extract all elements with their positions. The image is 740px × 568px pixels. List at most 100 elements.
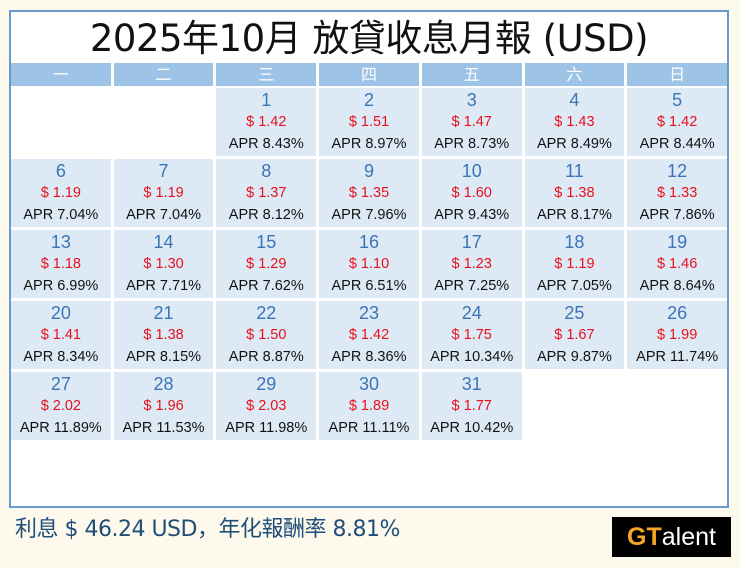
interest-amount: $ 1.67 [554, 327, 595, 343]
interest-amount: $ 1.43 [554, 114, 595, 130]
interest-amount: $ 1.38 [554, 185, 595, 201]
day-cell: 8 $ 1.37 APR 8.12% [216, 159, 317, 227]
day-cell: 12 $ 1.33 APR 7.86% [627, 159, 727, 227]
day-cell: 4 $ 1.43 APR 8.49% [524, 88, 625, 156]
interest-amount: $ 1.33 [656, 185, 698, 201]
day-number: 29 [256, 374, 277, 394]
monthly-summary: 利息 $ 46.24 USD，年化報酬率 8.81% [15, 517, 400, 542]
day-number: 28 [153, 374, 174, 394]
day-number: 6 [55, 161, 66, 181]
interest-amount: $ 1.42 [348, 327, 390, 343]
interest-amount: $ 1.29 [246, 256, 287, 272]
day-number: 10 [461, 161, 482, 181]
day-number: 24 [461, 303, 482, 323]
day-cell: 28 $ 1.96 APR 11.53% [113, 372, 214, 440]
page-title: 2025年10月 放貸收息月報 (USD) [89, 17, 649, 60]
interest-amount: $ 1.77 [451, 398, 492, 414]
day-cell: 2 $ 1.51 APR 8.97% [319, 88, 419, 156]
day-number: 2 [363, 90, 374, 110]
apr-value: APR 6.99% [23, 278, 99, 294]
day-cell: 25 $ 1.67 APR 9.87% [524, 301, 625, 369]
apr-value: APR 8.73% [434, 136, 510, 152]
apr-value: APR 8.15% [126, 349, 202, 365]
day-cell: 24 $ 1.75 APR 10.34% [421, 301, 522, 369]
day-number: 12 [667, 161, 688, 181]
logo-text-rest: alent [661, 522, 716, 551]
day-cell: 13 $ 1.18 APR 6.99% [11, 230, 111, 298]
apr-value: APR 11.11% [328, 420, 410, 436]
apr-value: APR 8.36% [331, 349, 407, 365]
day-number: 17 [461, 232, 482, 252]
day-cell: 15 $ 1.29 APR 7.62% [216, 230, 317, 298]
weekday-sun: 日 [627, 63, 727, 86]
apr-value: APR 11.53% [122, 420, 205, 436]
day-number: 21 [153, 303, 174, 323]
interest-amount: $ 1.18 [40, 256, 82, 272]
apr-value: APR 10.42% [430, 420, 514, 436]
apr-value: APR 8.12% [228, 207, 304, 223]
day-cell: 9 $ 1.35 APR 7.96% [319, 159, 419, 227]
logo-letter-t: T [646, 522, 662, 551]
empty-cell [11, 88, 111, 156]
day-number: 27 [50, 374, 71, 394]
day-number: 8 [261, 161, 272, 181]
day-cell: 19 $ 1.46 APR 8.64% [627, 230, 727, 298]
day-cell: 22 $ 1.50 APR 8.87% [216, 301, 317, 369]
day-number: 11 [565, 161, 584, 181]
apr-value: APR 8.87% [228, 349, 304, 365]
day-cell: 5 $ 1.42 APR 8.44% [627, 88, 727, 156]
day-number: 9 [363, 161, 374, 181]
weekday-header-row: 一 二 三 四 五 六 日 [11, 63, 727, 86]
apr-value: APR 9.87% [536, 349, 612, 365]
interest-amount: $ 2.02 [40, 398, 82, 414]
day-number: 5 [672, 90, 683, 110]
day-cell: 14 $ 1.30 APR 7.71% [113, 230, 214, 298]
day-number: 13 [50, 232, 71, 252]
apr-value: APR 8.49% [536, 136, 612, 152]
interest-amount: $ 1.19 [143, 185, 184, 201]
day-cell: 16 $ 1.10 APR 6.51% [319, 230, 419, 298]
day-cell: 29 $ 2.03 APR 11.98% [216, 372, 317, 440]
day-number: 4 [569, 90, 580, 110]
day-cell: 10 $ 1.60 APR 9.43% [421, 159, 522, 227]
interest-amount: $ 1.35 [348, 185, 390, 201]
apr-value: APR 7.05% [536, 278, 612, 294]
interest-amount: $ 1.42 [656, 114, 698, 130]
day-cell: 7 $ 1.19 APR 7.04% [113, 159, 214, 227]
day-cell: 31 $ 1.77 APR 10.42% [421, 372, 522, 440]
apr-value: APR 7.96% [331, 207, 407, 223]
day-number: 26 [667, 303, 688, 323]
interest-amount: $ 1.10 [348, 256, 390, 272]
day-number: 3 [466, 90, 477, 110]
day-number: 25 [564, 303, 585, 323]
day-number: 19 [667, 232, 688, 252]
day-cell: 27 $ 2.02 APR 11.89% [11, 372, 111, 440]
day-number: 20 [50, 303, 71, 323]
interest-amount: $ 1.42 [246, 114, 287, 130]
weekday-tue: 二 [113, 63, 214, 86]
apr-value: APR 7.04% [126, 207, 202, 223]
day-number: 1 [261, 90, 272, 110]
apr-value: APR 7.25% [434, 278, 510, 294]
apr-value: APR 7.04% [23, 207, 99, 223]
interest-amount: $ 1.37 [246, 185, 287, 201]
interest-amount: $ 1.19 [554, 256, 595, 272]
logo-letter-g: G [627, 522, 647, 551]
apr-value: APR 11.98% [225, 420, 308, 436]
day-number: 7 [158, 161, 169, 181]
day-cell: 18 $ 1.19 APR 7.05% [524, 230, 625, 298]
interest-amount: $ 1.75 [451, 327, 492, 343]
weekday-fri: 五 [421, 63, 522, 86]
day-cell: 23 $ 1.42 APR 8.36% [319, 301, 419, 369]
empty-cell [114, 88, 214, 156]
interest-amount: $ 1.30 [143, 256, 184, 272]
apr-value: APR 8.17% [536, 207, 612, 223]
apr-value: APR 6.51% [331, 278, 407, 294]
day-cell: 26 $ 1.99 APR 11.74% [627, 301, 727, 369]
day-number: 14 [153, 232, 174, 252]
day-cell: 21 $ 1.38 APR 8.15% [113, 301, 214, 369]
day-cell: 17 $ 1.23 APR 7.25% [421, 230, 522, 298]
interest-amount: $ 1.99 [656, 327, 698, 343]
day-cell: 3 $ 1.47 APR 8.73% [421, 88, 522, 156]
